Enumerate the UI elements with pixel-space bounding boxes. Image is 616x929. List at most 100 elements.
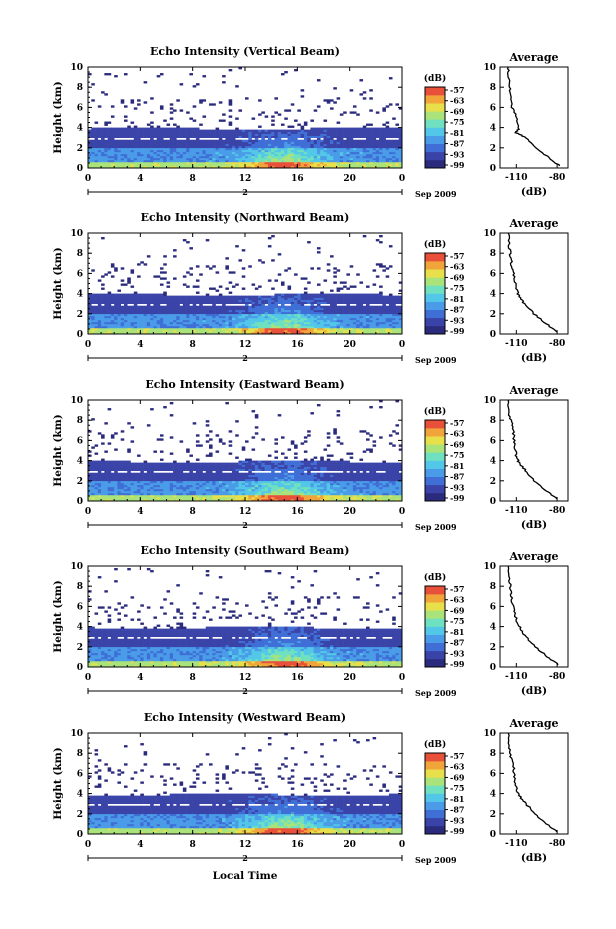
heatmap-cell: [287, 317, 292, 321]
heatmap-cell: [166, 478, 171, 482]
heatmap-cell: [228, 299, 233, 302]
heatmap-cell: [225, 327, 229, 331]
heatmap-cell: [123, 472, 128, 476]
heatmap-cell: [189, 486, 193, 490]
heatmap-cell: [166, 472, 171, 476]
heatmap-cell: [150, 468, 154, 471]
heatmap-cell: [182, 135, 187, 138]
heatmap-cell: [159, 305, 164, 309]
heatmap-cell: [202, 161, 207, 165]
heatmap-cell: [182, 486, 187, 490]
heatmap-cell: [359, 295, 364, 298]
heatmap-cell: [366, 127, 370, 130]
heatmap-cell: [346, 323, 350, 327]
heatmap-cell: [274, 141, 279, 145]
heatmap-cell: [323, 135, 328, 138]
heatmap-cell: [143, 293, 148, 296]
heatmap-cell: [294, 293, 298, 296]
heatmap-cell: [173, 297, 177, 300]
heatmap-cell: [202, 498, 207, 502]
heatmap-cell: [385, 319, 390, 323]
heatmap-cell: [163, 165, 167, 169]
heatmap-cell: [120, 472, 125, 476]
heatmap-cell: [385, 307, 390, 311]
heatmap-cell: [127, 323, 131, 327]
heatmap-cell: [176, 303, 180, 307]
heatmap-cell: [379, 159, 383, 163]
heatmap-cell: [362, 157, 367, 161]
heatmap-cell: [173, 301, 177, 304]
heatmap-cell: [97, 466, 102, 469]
heatmap-cell: [258, 165, 262, 169]
heatmap-cell: [182, 462, 187, 465]
x-tick-label: 16: [291, 340, 304, 350]
heatmap-cell: [225, 153, 229, 157]
heatmap-cell: [88, 313, 92, 317]
heatmap-cell: [146, 163, 151, 167]
heatmap-cell: [258, 301, 262, 304]
heatmap-cell: [153, 299, 157, 302]
heatmap-cell: [110, 488, 115, 492]
heatmap-cell: [182, 141, 187, 145]
average-y-tick-label: 4: [490, 290, 496, 300]
heatmap-cell: [189, 129, 193, 132]
heatmap-cell: [294, 145, 298, 149]
heatmap-cell: [398, 325, 403, 329]
heatmap-cell: [359, 165, 364, 169]
heatmap-cell: [166, 468, 171, 471]
heatmap-cell: [130, 476, 135, 480]
heatmap-cell: [284, 133, 288, 136]
heatmap-cell: [127, 311, 131, 315]
heatmap-cell: [150, 121, 154, 124]
heatmap-cell: [202, 99, 207, 102]
heatmap-cell: [192, 301, 197, 304]
heatmap-cell: [146, 133, 151, 136]
heatmap-cell: [330, 315, 334, 319]
heatmap-cell: [258, 319, 262, 323]
heatmap-cell: [88, 159, 92, 163]
heatmap-cell: [379, 265, 383, 268]
heatmap-cell: [88, 329, 92, 333]
heatmap-cell: [392, 303, 396, 307]
heatmap-cell: [195, 133, 200, 136]
heatmap-cell: [153, 492, 157, 496]
heatmap-cell: [215, 151, 220, 155]
heatmap-cell: [179, 325, 184, 329]
heatmap-cell: [316, 159, 321, 163]
heatmap-cell: [137, 331, 141, 335]
heatmap-cell: [339, 149, 344, 153]
heatmap-cell: [235, 305, 239, 309]
heatmap-cell: [212, 265, 216, 268]
heatmap-cell: [143, 480, 148, 484]
colorbar-tick-label: -57: [450, 85, 464, 95]
heatmap-cell: [267, 331, 272, 335]
heatmap-cell: [179, 492, 184, 496]
heatmap-cell: [300, 147, 305, 151]
heatmap-cell: [284, 71, 288, 74]
heatmap-cell: [192, 309, 197, 313]
heatmap-cell: [388, 293, 393, 296]
heatmap-cell: [294, 301, 298, 304]
heatmap-cell: [274, 297, 279, 300]
heatmap-cell: [189, 147, 193, 151]
heatmap-cell: [104, 133, 108, 136]
heatmap-cell: [297, 293, 301, 296]
heatmap-cell: [241, 159, 246, 163]
heatmap-cell: [330, 165, 334, 169]
heatmap-cell: [228, 121, 233, 124]
heatmap-cell: [385, 275, 390, 278]
heatmap-cell: [202, 143, 207, 147]
heatmap-cell: [280, 315, 285, 319]
heatmap-cell: [114, 492, 118, 496]
heatmap-cell: [195, 444, 200, 447]
heatmap-cell: [110, 131, 115, 134]
heatmap-cell: [330, 295, 334, 298]
heatmap-cell: [287, 145, 292, 149]
heatmap-cell: [241, 165, 246, 169]
heatmap-cell: [143, 145, 148, 149]
heatmap-cell: [346, 295, 350, 298]
heatmap-cell: [382, 315, 386, 319]
heatmap-cell: [94, 462, 99, 465]
heatmap-cell: [274, 143, 279, 147]
heatmap-cell: [182, 305, 187, 309]
